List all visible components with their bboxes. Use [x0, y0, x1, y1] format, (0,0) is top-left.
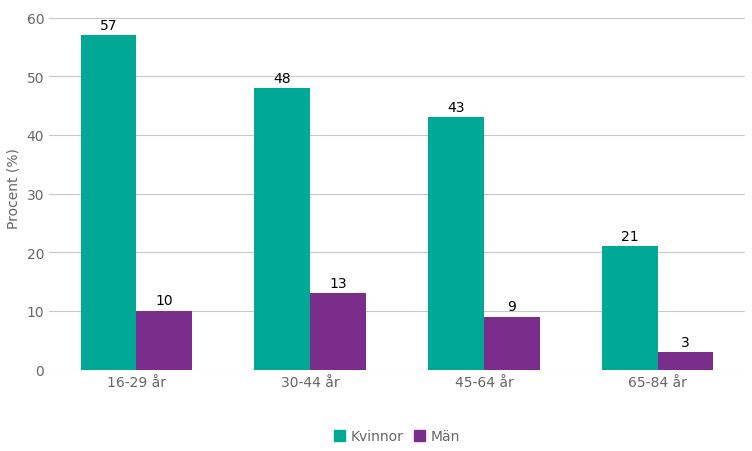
Bar	[602, 247, 658, 370]
Bar	[658, 352, 714, 370]
Text: 9: 9	[508, 299, 516, 313]
Bar	[429, 118, 484, 370]
Y-axis label: Procent (%): Procent (%)	[7, 148, 21, 229]
Text: 13: 13	[329, 276, 347, 290]
Bar	[254, 89, 310, 370]
Bar	[136, 311, 192, 370]
Bar	[484, 317, 540, 370]
Text: 48: 48	[274, 71, 291, 85]
Bar	[80, 36, 136, 370]
Text: 3: 3	[681, 335, 690, 349]
Legend: Kvinnor, Män: Kvinnor, Män	[328, 424, 466, 449]
Text: 57: 57	[100, 18, 117, 32]
Text: 21: 21	[621, 230, 638, 244]
Text: 43: 43	[447, 101, 465, 115]
Text: 10: 10	[155, 294, 173, 308]
Bar	[310, 294, 365, 370]
